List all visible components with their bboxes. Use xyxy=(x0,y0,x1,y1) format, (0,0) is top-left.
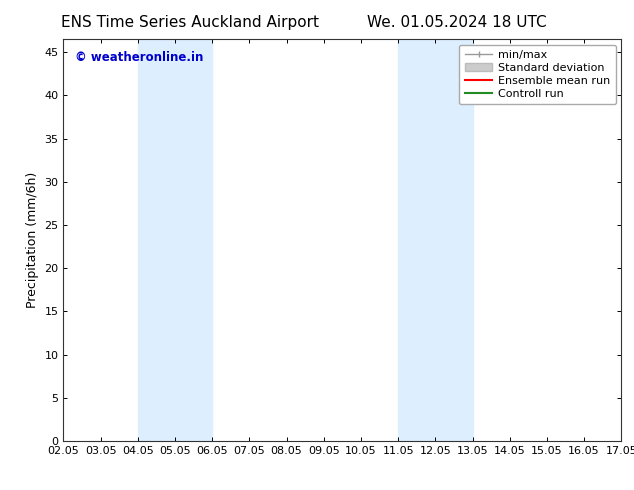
Bar xyxy=(398,39,472,441)
Text: ENS Time Series Auckland Airport: ENS Time Series Auckland Airport xyxy=(61,15,319,30)
Legend: min/max, Standard deviation, Ensemble mean run, Controll run: min/max, Standard deviation, Ensemble me… xyxy=(459,45,616,104)
Y-axis label: Precipitation (mm/6h): Precipitation (mm/6h) xyxy=(26,172,39,308)
Text: We. 01.05.2024 18 UTC: We. 01.05.2024 18 UTC xyxy=(366,15,547,30)
Bar xyxy=(138,39,212,441)
Text: © weatheronline.in: © weatheronline.in xyxy=(75,51,203,64)
